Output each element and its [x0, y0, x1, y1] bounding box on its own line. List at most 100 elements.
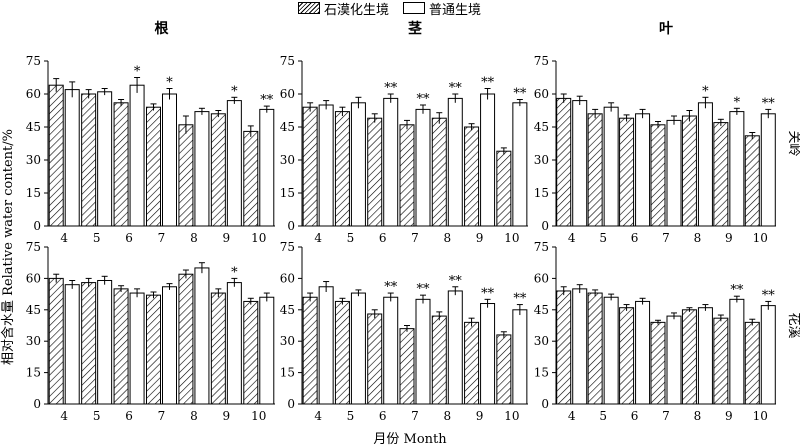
- bar-karst: [431, 117, 447, 227]
- y-tick-label: 75: [534, 240, 549, 254]
- significance-mark: **: [449, 81, 463, 96]
- bar-normal: [760, 305, 776, 405]
- panel-title: 叶: [659, 21, 673, 37]
- panel-title: 根: [155, 20, 170, 37]
- panel-title: 茎: [408, 20, 422, 37]
- x-tick-label: 6: [379, 231, 387, 245]
- x-tick-label: 4: [60, 231, 68, 245]
- bar-normal: [97, 279, 113, 405]
- bar-normal: [760, 113, 776, 227]
- bar-normal: [635, 300, 651, 405]
- bar-normal: [129, 84, 145, 227]
- bar-normal: [572, 288, 588, 405]
- bar-karst: [334, 300, 350, 405]
- y-tick-label: 30: [280, 153, 295, 167]
- x-tick-label: 10: [504, 409, 519, 423]
- bar-normal: [350, 292, 366, 405]
- y-tick-label: 30: [280, 334, 295, 348]
- x-tick-label: 5: [93, 409, 101, 423]
- y-tick-label: 30: [534, 153, 549, 167]
- bar-normal: [415, 298, 431, 405]
- bar-karst: [48, 84, 64, 227]
- bar-normal: [64, 89, 80, 227]
- x-tick-label: 8: [694, 409, 702, 423]
- bar-normal: [162, 93, 177, 227]
- x-tick-label: 8: [190, 409, 198, 423]
- significance-mark: **: [417, 92, 431, 107]
- bar-normal: [666, 119, 682, 227]
- bar-normal: [603, 106, 619, 227]
- x-tick-label: 10: [504, 231, 519, 245]
- y-tick-label: 15: [534, 186, 549, 200]
- bar-normal: [512, 102, 528, 227]
- significance-mark: *: [231, 265, 238, 280]
- bar-karst: [464, 321, 480, 405]
- y-tick-label: 30: [26, 153, 41, 167]
- y-tick-label: 75: [534, 54, 549, 68]
- y-tick-label: 75: [280, 54, 295, 68]
- bar-karst: [713, 317, 729, 405]
- bar-normal: [415, 108, 431, 227]
- bar-karst: [367, 117, 383, 227]
- legend-label-normal: 普通生境: [429, 2, 482, 18]
- y-tick-label: 0: [33, 397, 41, 411]
- bar-karst: [744, 135, 760, 227]
- x-tick-label: 4: [568, 231, 576, 245]
- bar-karst: [113, 288, 129, 405]
- bar-normal: [447, 290, 463, 405]
- x-tick-label: 8: [694, 231, 702, 245]
- x-tick-label: 5: [599, 231, 607, 245]
- y-tick-label: 75: [26, 240, 41, 254]
- x-tick-label: 5: [347, 231, 355, 245]
- bar-karst: [619, 307, 635, 405]
- y-tick-label: 75: [26, 54, 41, 68]
- bar-normal: [259, 296, 275, 405]
- x-tick-label: 4: [314, 231, 322, 245]
- y-tick-label: 45: [280, 303, 295, 317]
- bar-normal: [603, 296, 619, 405]
- bar-karst: [496, 334, 512, 405]
- significance-mark: **: [513, 292, 527, 307]
- row-label: 关岭: [786, 130, 800, 156]
- x-tick-label: 9: [223, 231, 231, 245]
- bar-normal: [635, 113, 651, 227]
- x-tick-label: 5: [347, 409, 355, 423]
- bar-normal: [383, 97, 399, 227]
- bar-normal: [226, 100, 242, 227]
- y-tick-label: 60: [280, 87, 295, 101]
- legend-label-karst: 石漠化生境: [324, 2, 390, 18]
- legend-item-normal: 普通生境: [403, 0, 481, 18]
- x-tick-label: 6: [631, 231, 639, 245]
- bar-karst: [681, 115, 697, 227]
- bar-karst: [113, 102, 129, 227]
- bar-normal: [697, 102, 713, 227]
- legend-swatch-open: [403, 2, 426, 14]
- bar-karst: [587, 113, 603, 227]
- bar-karst: [210, 113, 226, 227]
- x-tick-label: 9: [476, 409, 484, 423]
- bar-karst: [367, 313, 383, 405]
- bar-normal: [447, 97, 463, 227]
- x-tick-label: 6: [379, 409, 387, 423]
- x-tick-label: 9: [725, 231, 733, 245]
- x-tick-label: 5: [93, 231, 101, 245]
- bar-normal: [318, 286, 334, 405]
- y-tick-label: 15: [280, 366, 295, 380]
- bar-normal: [480, 303, 496, 405]
- bar-karst: [243, 130, 259, 227]
- bar-normal: [666, 315, 682, 405]
- bar-normal: [697, 307, 713, 405]
- x-axis-label: 月份 Month: [373, 432, 447, 447]
- bar-karst: [210, 292, 226, 405]
- x-tick-label: 8: [443, 231, 451, 245]
- bar-karst: [48, 277, 64, 405]
- bar-karst: [399, 328, 415, 405]
- y-tick-label: 30: [26, 334, 41, 348]
- bar-normal: [64, 284, 80, 405]
- significance-mark: *: [231, 84, 238, 99]
